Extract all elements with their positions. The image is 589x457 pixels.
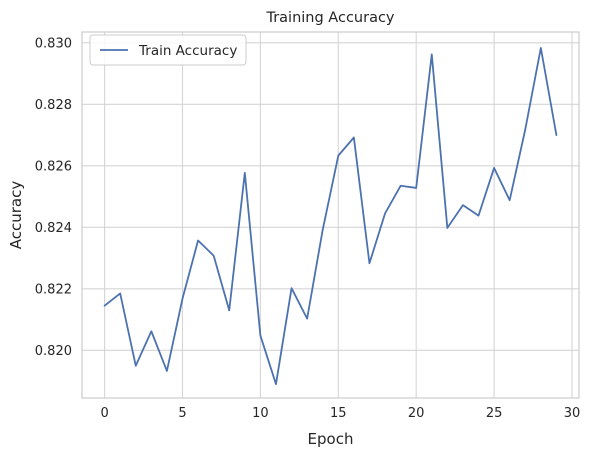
x-tick-label-1: 5 [178,406,186,421]
data-point-0-5 [182,298,184,300]
y-tick-label-0: 0.820 [35,344,72,359]
data-point-0-3 [150,330,152,332]
x-tick-label-6: 30 [564,406,581,421]
plot-area [82,32,579,398]
x-tick-label-0: 0 [100,406,108,421]
chart-title: Training Accuracy [265,10,394,26]
y-tick-label-5: 0.830 [35,36,72,51]
y-tick-label-4: 0.828 [35,98,72,113]
y-tick-label-2: 0.824 [35,221,72,236]
data-point-0-18 [384,213,386,215]
data-point-0-27 [524,129,526,131]
data-point-0-17 [369,262,371,264]
data-point-0-12 [291,287,293,289]
data-point-0-9 [244,172,246,174]
data-point-0-13 [306,318,308,320]
data-point-0-1 [119,293,121,295]
x-tick-label-5: 25 [486,406,503,421]
data-point-0-20 [415,187,417,189]
data-point-0-21 [431,54,433,56]
data-point-0-24 [478,215,480,217]
y-tick-label-1: 0.822 [35,282,72,297]
data-point-0-26 [509,199,511,201]
data-point-0-22 [446,227,448,229]
x-tick-label-4: 20 [408,406,425,421]
y-axis-label: Accuracy [7,181,25,250]
plot-frame [81,31,580,399]
y-tick-labels: 0.820 0.822 0.824 0.826 0.828 0.830 [35,36,72,359]
legend: Train Accuracy [89,34,247,66]
data-point-0-25 [493,167,495,169]
y-tick-label-3: 0.826 [35,159,72,174]
legend-label-train-accuracy: Train Accuracy [138,43,237,59]
series-lines [103,47,558,386]
data-point-0-23 [462,204,464,206]
data-point-0-11 [275,383,277,385]
data-point-0-15 [337,155,339,157]
data-point-0-2 [135,365,137,367]
series-line-0 [103,47,558,386]
x-axis-label: Epoch [308,430,354,448]
data-point-0-29 [556,134,558,136]
data-point-0-10 [259,335,261,337]
data-point-0-28 [540,47,542,49]
x-tick-label-3: 15 [330,406,347,421]
data-point-0-7 [213,255,215,257]
legend-box [89,34,247,66]
data-point-0-14 [322,229,324,231]
x-tick-label-2: 10 [252,406,269,421]
data-point-0-16 [353,137,355,139]
data-point-0-8 [228,309,230,311]
data-point-0-0 [104,305,106,307]
data-point-0-6 [197,240,199,242]
data-point-0-4 [166,370,168,372]
data-point-0-19 [400,185,402,187]
x-tick-labels: 0 5 10 15 20 25 30 [100,406,580,421]
